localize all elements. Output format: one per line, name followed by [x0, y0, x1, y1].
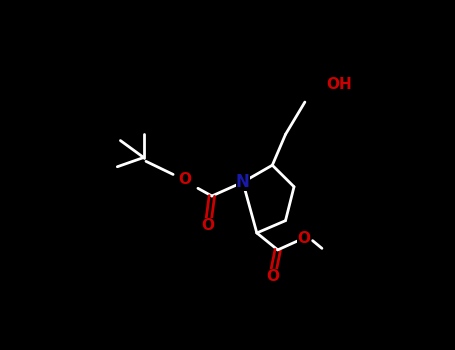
Text: OH: OH	[327, 77, 352, 92]
Text: O: O	[266, 270, 279, 284]
Text: N: N	[236, 173, 250, 191]
Text: O: O	[178, 172, 191, 187]
Text: O: O	[297, 231, 310, 246]
Text: O: O	[202, 218, 214, 233]
